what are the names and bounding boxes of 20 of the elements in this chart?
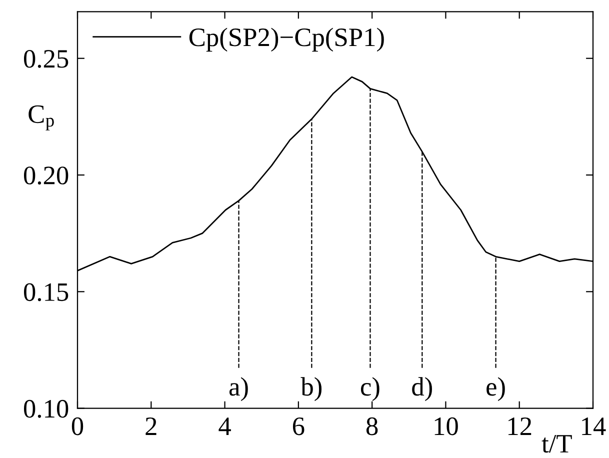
- y-tick-label: 0.25: [24, 50, 68, 68]
- x-tick-label: 12: [508, 417, 532, 435]
- ref-line-label: c): [360, 377, 380, 402]
- x-tick-label: 10: [434, 417, 458, 436]
- ref-line-label: b): [300, 377, 322, 402]
- x-axis-title: t/T: [542, 434, 572, 453]
- ref-line-label: e): [486, 377, 505, 402]
- y-tick-label: 0.10: [24, 400, 68, 418]
- y-tick-label: 0.15: [24, 283, 68, 302]
- x-tick-label: 4: [218, 418, 231, 435]
- x-tick-label: 8: [366, 417, 378, 436]
- x-tick-label: 14: [582, 418, 606, 435]
- x-tick-label: 0: [72, 417, 84, 436]
- legend-label: Cp(SP2)−Cp(SP1): [189, 28, 384, 52]
- y-axis-title: C$_{p}$: [28, 105, 54, 130]
- x-tick-label: 2: [146, 417, 156, 435]
- ref-line-label: d): [412, 377, 432, 402]
- y-tick-label: 0.20: [24, 166, 68, 185]
- ref-line-label: a): [229, 377, 248, 402]
- x-tick-label: 6: [292, 417, 304, 436]
